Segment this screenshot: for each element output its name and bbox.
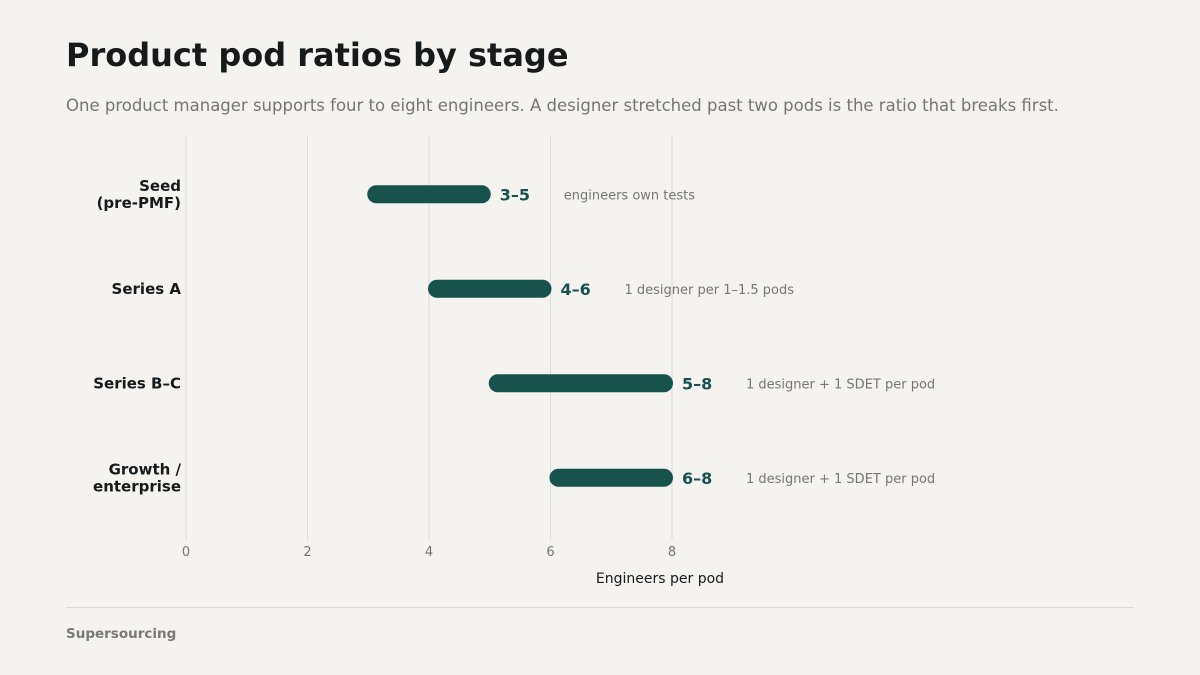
category-label-0: Seed (pre-PMF) — [97, 177, 181, 212]
range-note-0: engineers own tests — [564, 188, 696, 203]
x-tick-label-6: 6 — [546, 545, 554, 560]
range-note-2: 1 designer + 1 SDET per pod — [746, 377, 935, 392]
category-label-line: Series B–C — [93, 374, 181, 392]
chart-subtitle: One product manager supports four to eig… — [66, 96, 1059, 115]
x-tick-label-0: 0 — [182, 545, 190, 560]
category-label-1: Series A — [112, 280, 182, 298]
range-bar-1 — [428, 279, 552, 298]
source-label: Supersourcing — [66, 626, 177, 642]
range-bar-3 — [549, 468, 673, 487]
x-tick-label-8: 8 — [668, 545, 676, 560]
chart-title: Product pod ratios by stage — [66, 36, 569, 74]
category-label-line: Seed — [139, 177, 181, 195]
footer-divider — [66, 607, 1134, 608]
x-tick-label-2: 2 — [303, 545, 311, 560]
category-label-line: enterprise — [93, 477, 181, 495]
category-label-line: (pre-PMF) — [97, 194, 181, 212]
range-value-label-0: 3–5 — [500, 185, 530, 204]
x-tick-label-4: 4 — [425, 545, 433, 560]
category-label-line: Growth / — [109, 460, 182, 478]
range-bar-0 — [367, 185, 491, 204]
range-bar-2 — [488, 374, 673, 393]
x-axis-title: Engineers per pod — [596, 571, 724, 587]
category-label-2: Series B–C — [93, 374, 181, 392]
range-note-3: 1 designer + 1 SDET per pod — [746, 472, 935, 487]
range-note-1: 1 designer per 1–1.5 pods — [625, 283, 795, 298]
category-label-3: Growth / enterprise — [93, 460, 182, 495]
category-label-line: Series A — [112, 280, 182, 298]
range-value-label-3: 6–8 — [682, 469, 712, 488]
range-value-label-1: 4–6 — [561, 280, 591, 299]
range-value-label-2: 5–8 — [682, 374, 712, 393]
